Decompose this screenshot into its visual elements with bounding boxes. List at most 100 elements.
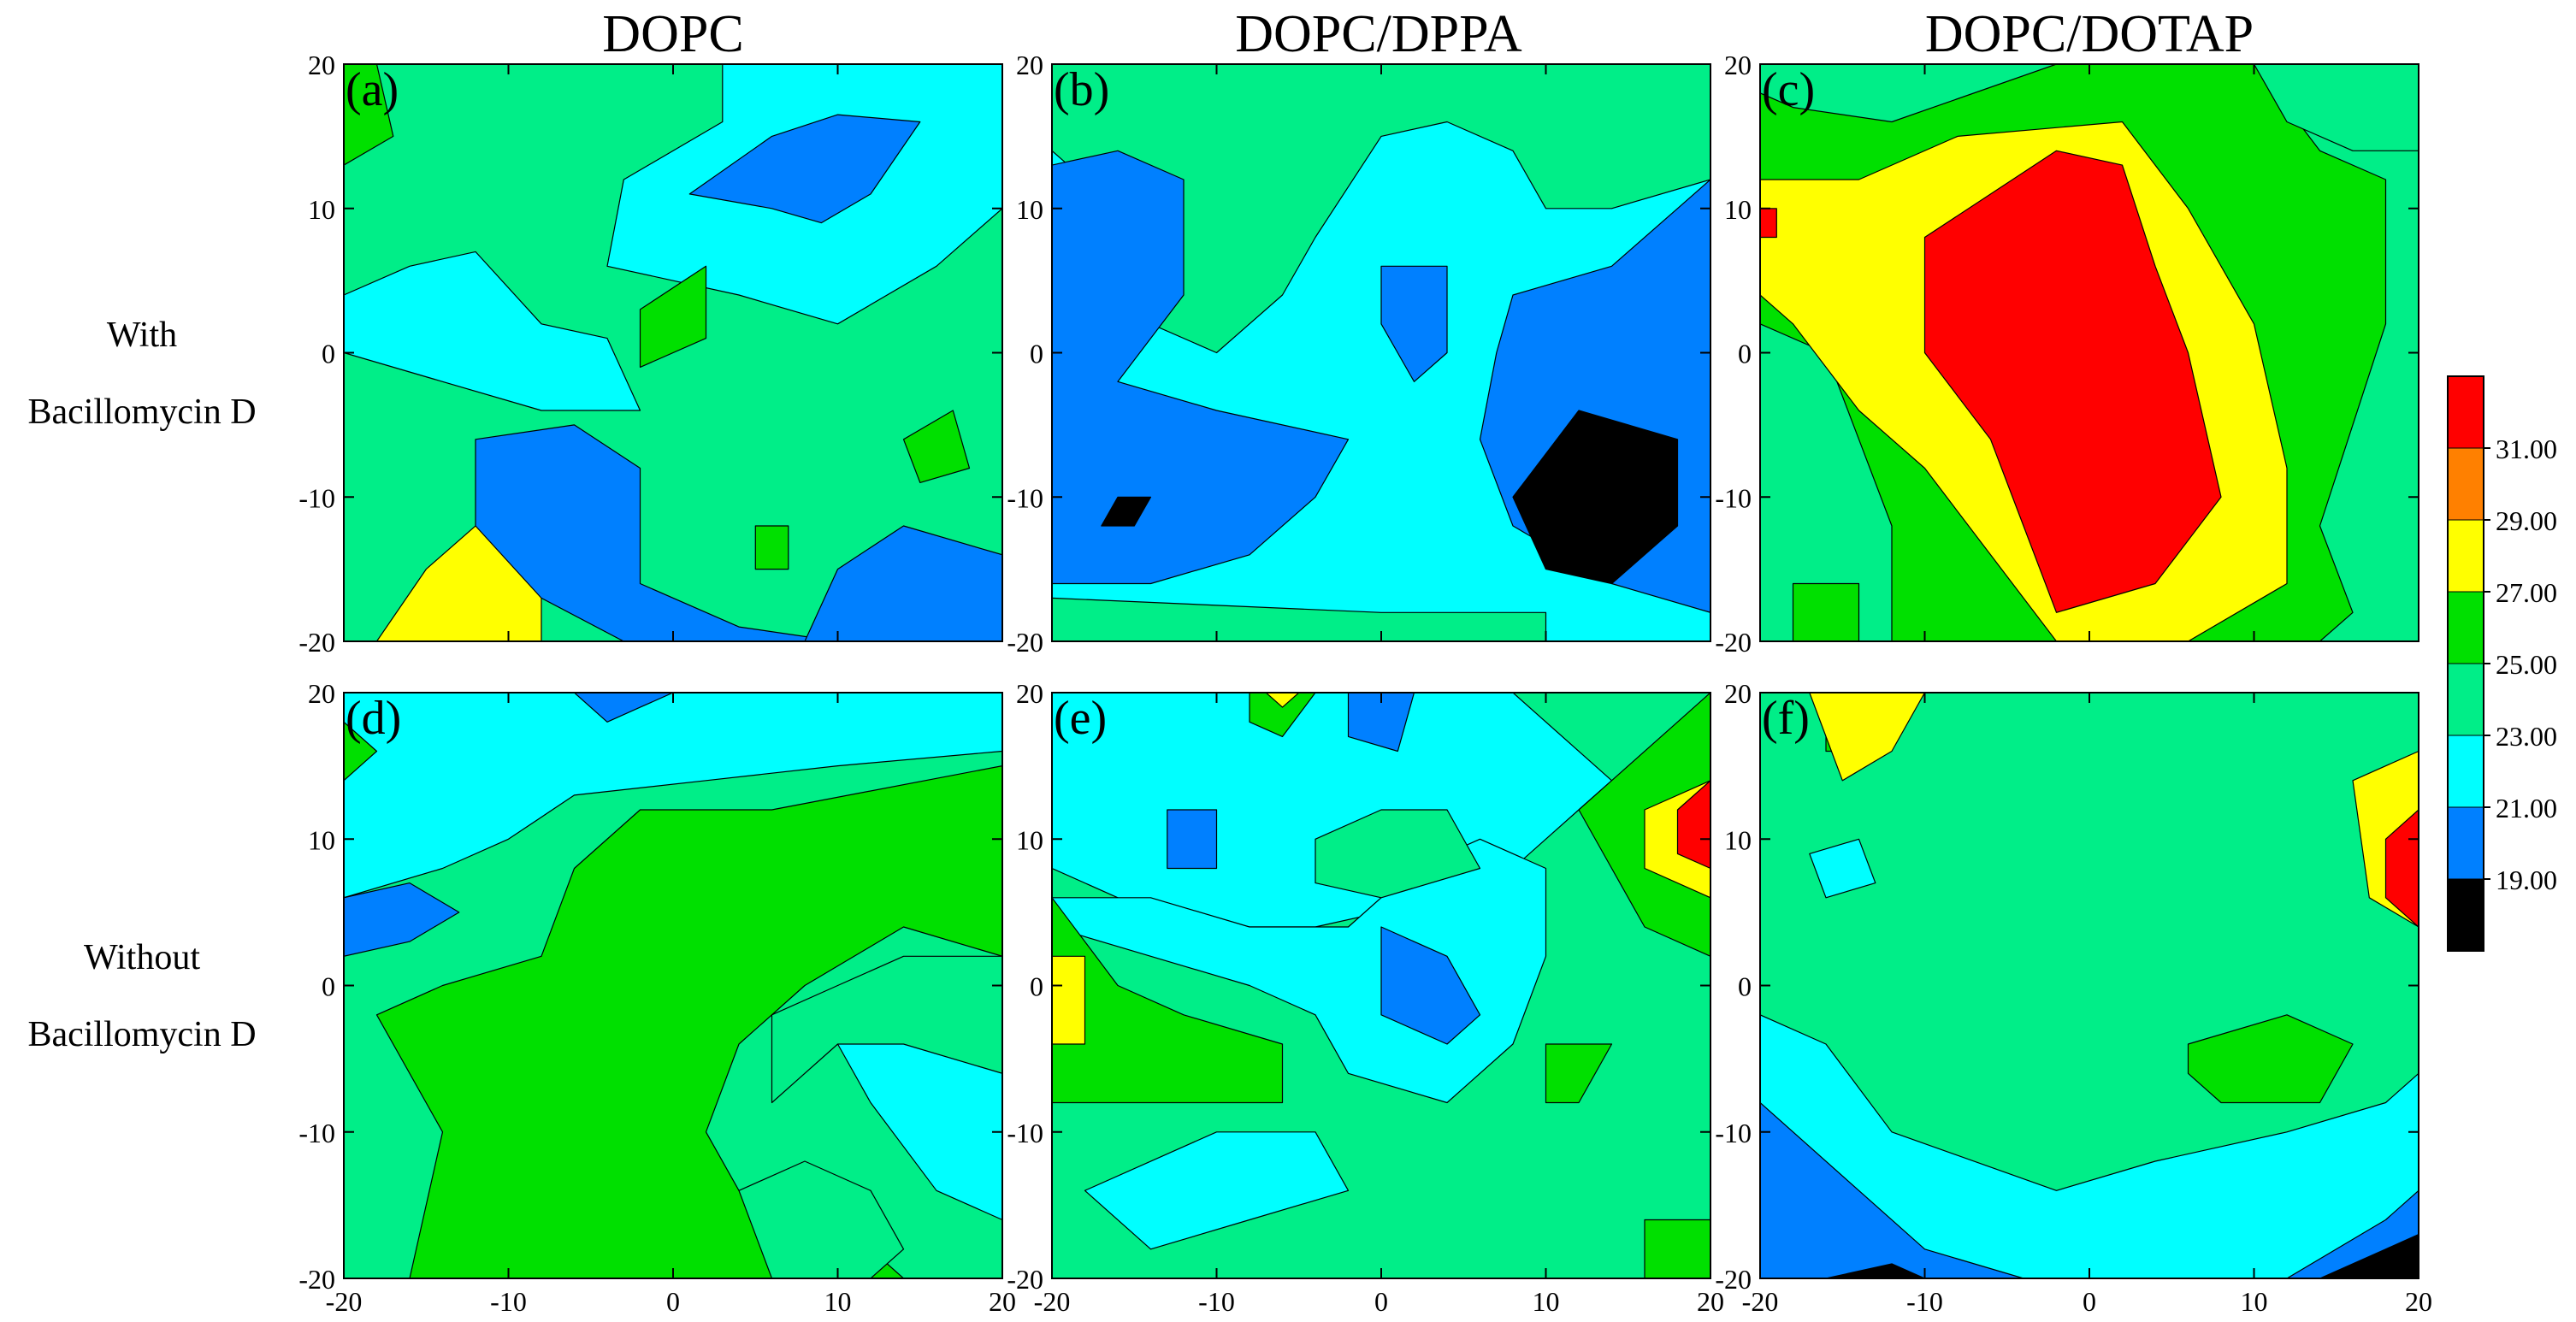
panel-b: 20 10 0 -10 -20 (b) xyxy=(1007,50,1711,658)
y-tick-label: 10 xyxy=(1016,194,1043,225)
contour-region xyxy=(1512,410,1679,585)
contour-region xyxy=(1052,955,1086,1045)
contour-region xyxy=(1792,582,1860,641)
row-label-with-line2: Bacillomycin D xyxy=(27,392,256,432)
column-title-dopc: DOPC xyxy=(602,5,743,63)
contour-region xyxy=(804,525,1002,641)
panel-e: 20 10 0 -10 -20-20 -10 0 10 20 (e) xyxy=(1007,678,1724,1317)
axis-ticks: 20 10 0 -10 -20-20 -10 0 10 20 xyxy=(1007,678,1724,1317)
y-tick-label: 0 xyxy=(1030,339,1043,369)
contour-region xyxy=(1644,1219,1710,1278)
contour-region xyxy=(2253,64,2419,151)
contour-region xyxy=(1545,1043,1613,1104)
contour-region xyxy=(1676,780,1710,870)
contour-region xyxy=(344,64,394,166)
contour-region xyxy=(754,525,789,570)
y-tick-label: 10 xyxy=(308,194,335,225)
contour-region xyxy=(1052,897,1284,1104)
panel-d: 20 10 0 -10 -20-20 -10 0 10 20 (d) xyxy=(298,678,1016,1317)
x-tick-label: 20 xyxy=(989,1286,1016,1317)
y-tick-label: -10 xyxy=(1715,482,1752,513)
contour-region xyxy=(2187,1014,2354,1104)
x-tick-label: 20 xyxy=(2405,1286,2432,1317)
x-tick-label: -10 xyxy=(1906,1286,1943,1317)
y-tick-label: 10 xyxy=(1016,824,1043,855)
y-tick-label: 0 xyxy=(1738,971,1752,1002)
x-tick-label: -20 xyxy=(1034,1286,1071,1317)
y-tick-label: 20 xyxy=(308,678,335,709)
y-tick-label: 10 xyxy=(1724,194,1752,225)
contour-region xyxy=(344,882,460,957)
y-tick-label: 20 xyxy=(308,50,335,80)
axis-ticks: 20 10 0 -10 -20 xyxy=(298,50,1003,658)
row-labels: With Bacillomycin D Without Bacillomycin… xyxy=(27,316,256,1054)
contour-region xyxy=(1760,208,1777,239)
row-label-with-line1: With xyxy=(107,316,177,355)
x-tick-label: 0 xyxy=(666,1286,680,1317)
axis-ticks: 20 10 0 -10 -20-20 -10 0 10 20 xyxy=(1715,678,2432,1317)
x-tick-label: 10 xyxy=(824,1286,852,1317)
axis-ticks: 20 10 0 -10 -20 xyxy=(1715,50,2419,658)
panel-a: 20 10 0 -10 -20 (a) xyxy=(298,50,1003,658)
x-tick-label: 20 xyxy=(1697,1286,1724,1317)
panel-tag: (c) xyxy=(1762,63,1815,116)
panel-c: 20 10 0 -10 -20 (c) xyxy=(1715,50,2419,658)
y-tick-label: 20 xyxy=(1724,678,1752,709)
y-tick-label: 20 xyxy=(1724,50,1752,80)
y-tick-label: 0 xyxy=(322,971,335,1002)
contour-region xyxy=(771,955,1002,1104)
y-tick-label: -10 xyxy=(298,1118,335,1148)
y-tick-label: -10 xyxy=(1007,482,1043,513)
column-title-dopc-dotap: DOPC/DOTAP xyxy=(1925,5,2254,63)
row-label-without-line2: Bacillomycin D xyxy=(27,1015,256,1054)
panel-tag: (d) xyxy=(346,692,401,745)
panel-tag: (b) xyxy=(1054,63,1109,116)
y-tick-label: 10 xyxy=(308,824,335,855)
x-tick-label: -20 xyxy=(326,1286,363,1317)
colorbar-swatch xyxy=(2447,806,2484,880)
y-tick-label: -20 xyxy=(298,627,335,658)
y-tick-label: 0 xyxy=(1738,339,1752,369)
x-tick-label: -20 xyxy=(1742,1286,1779,1317)
panel-tag: (a) xyxy=(346,63,399,116)
contour-region xyxy=(475,424,839,641)
contour-region xyxy=(1265,693,1300,708)
contour-region xyxy=(1760,1014,2419,1278)
contour-region xyxy=(1380,265,1448,382)
contour-region xyxy=(688,114,921,224)
contour-region xyxy=(1347,693,1415,752)
x-tick-label: 10 xyxy=(1533,1286,1560,1317)
contour-region xyxy=(344,251,641,411)
panel-tag: (f) xyxy=(1762,692,1810,745)
contour-region xyxy=(1809,693,1926,782)
contour-region xyxy=(573,693,674,723)
contour-region xyxy=(1052,597,1547,641)
x-tick-label: 10 xyxy=(2241,1286,2268,1317)
colorbar-swatch xyxy=(2447,519,2484,593)
y-tick-label: -20 xyxy=(298,1264,335,1295)
contour-region xyxy=(1167,809,1218,870)
axis-ticks: 20 10 0 -10 -20-20 -10 0 10 20 xyxy=(298,678,1016,1317)
colorbar-label: 31.00 xyxy=(2496,434,2557,464)
x-tick-label: 0 xyxy=(1374,1286,1388,1317)
x-tick-label: -10 xyxy=(1198,1286,1235,1317)
contour-region xyxy=(1825,1263,1926,1278)
y-tick-label: -20 xyxy=(1715,627,1752,658)
y-tick-label: 20 xyxy=(1016,678,1043,709)
panel-f: 20 10 0 -10 -20-20 -10 0 10 20 (f) xyxy=(1715,678,2432,1317)
colorbar-label: 29.00 xyxy=(2496,505,2557,536)
contour-region xyxy=(902,410,971,484)
contour-region xyxy=(1315,809,1481,899)
colorbar-label: 25.00 xyxy=(2496,649,2557,680)
y-tick-label: -20 xyxy=(1007,1264,1043,1295)
contour-region xyxy=(2319,1233,2419,1278)
contour-region xyxy=(1052,150,1350,585)
contour-region xyxy=(1101,496,1152,527)
contour-region xyxy=(639,265,707,368)
y-tick-label: -20 xyxy=(1715,1264,1752,1295)
y-tick-label: -20 xyxy=(1007,627,1043,658)
colorbar-swatch xyxy=(2447,591,2484,664)
column-titles: DOPC DOPC/DPPA DOPC/DOTAP xyxy=(602,5,2254,63)
column-title-dopc-dppa: DOPC/DPPA xyxy=(1235,5,1522,63)
contour-region xyxy=(1380,926,1481,1045)
